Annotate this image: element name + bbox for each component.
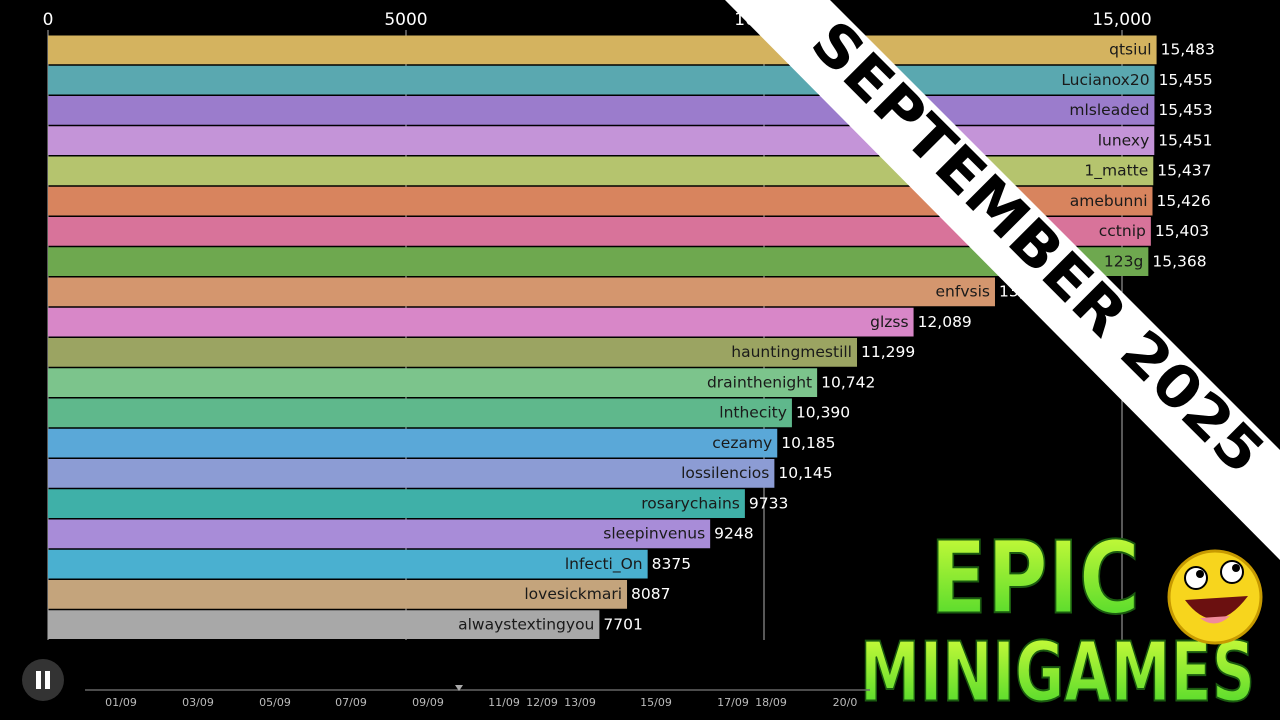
- timeline-label: 17/09: [717, 696, 749, 709]
- pause-icon: [45, 671, 50, 689]
- bar: [48, 96, 1155, 125]
- logo-line1: EPIC: [930, 519, 1140, 636]
- bar: [48, 610, 600, 639]
- bar-category-label: qtsiul: [1109, 41, 1151, 59]
- bar-value-label: 15,451: [1158, 131, 1212, 149]
- x-tick-label: 5000: [384, 10, 427, 30]
- bar: [48, 489, 745, 518]
- bar: [48, 459, 775, 488]
- bar-value-label: 15,426: [1157, 192, 1211, 210]
- bar-category-label: lunexy: [1098, 131, 1150, 149]
- bar-value-label: 10,742: [821, 373, 875, 391]
- bar-category-label: cctnip: [1099, 222, 1146, 240]
- bar-value-label: 15,437: [1157, 162, 1211, 180]
- bar-value-label: 11,299: [861, 343, 915, 361]
- timeline-label: 18/09: [755, 696, 787, 709]
- timeline-label: 07/09: [335, 696, 367, 709]
- timeline-label: 03/09: [182, 696, 214, 709]
- bar-value-label: 15,368: [1152, 252, 1206, 270]
- bar-category-label: enfvsis: [936, 283, 990, 301]
- timeline-label: 20/0: [833, 696, 858, 709]
- bar: [48, 549, 648, 579]
- banner-band: [725, 0, 1280, 560]
- bar-value-label: 9248: [714, 525, 753, 543]
- timeline-label: 15/09: [640, 696, 672, 709]
- bar-value-label: 8375: [652, 555, 691, 573]
- bar-value-label: 15,453: [1158, 101, 1212, 119]
- timeline-label: 01/09: [105, 696, 137, 709]
- x-tick-label: 15,000: [1092, 10, 1151, 30]
- bar-value-label: 15,483: [1161, 41, 1215, 59]
- bar-category-label: amebunni: [1070, 192, 1148, 210]
- timeline-label: 11/09: [488, 696, 520, 709]
- logo-line2: MINIGAMES: [860, 625, 1255, 720]
- bar-value-label: 10,185: [781, 434, 835, 452]
- bar-category-label: cezamy: [712, 434, 772, 452]
- timeline-label: 05/09: [259, 696, 291, 709]
- timeline-label: 09/09: [412, 696, 444, 709]
- bar: [48, 428, 778, 458]
- bar-category-label: hauntingmestill: [731, 343, 852, 361]
- bar-category-label: lnthecity: [719, 404, 787, 422]
- bar-category-label: sleepinvenus: [603, 525, 705, 543]
- bar: [48, 398, 792, 428]
- bar-category-label: rosarychains: [641, 494, 740, 512]
- bar-category-label: glzss: [870, 313, 908, 331]
- bar: [48, 368, 818, 397]
- pause-icon: [36, 671, 41, 689]
- bar-category-label: Lucianox20: [1061, 71, 1149, 89]
- bar-category-label: 1_matte: [1084, 162, 1148, 181]
- bar: [48, 519, 711, 549]
- bar: [48, 35, 1157, 65]
- bar: [48, 307, 914, 337]
- bar-category-label: alwaystextingyou: [458, 615, 594, 633]
- bar-value-label: 12,089: [918, 313, 972, 331]
- bar-category-label: lnfecti_On: [565, 555, 643, 574]
- bar-value-label: 10,390: [796, 404, 850, 422]
- bar: [48, 247, 1149, 276]
- bar: [48, 580, 628, 609]
- bar-value-label: 9733: [749, 494, 788, 512]
- bar-value-label: 15,455: [1159, 71, 1213, 89]
- pause-button[interactable]: [22, 659, 64, 701]
- x-tick-label: 0: [43, 10, 54, 30]
- bar-value-label: 15,403: [1155, 222, 1209, 240]
- timeline-marker[interactable]: [455, 685, 463, 691]
- bar-category-label: mlsleaded: [1069, 101, 1149, 119]
- bar-category-label: lovesickmari: [524, 585, 622, 603]
- bar-category-label: 123g: [1104, 252, 1143, 270]
- bar-value-label: 10,145: [778, 464, 832, 482]
- bar: [48, 277, 995, 307]
- bar-value-label: 8087: [631, 585, 670, 603]
- bar-value-label: 7701: [603, 615, 642, 633]
- timeline-label: 13/09: [564, 696, 596, 709]
- bar-category-label: lossilencios: [681, 464, 769, 482]
- smiley: [1167, 549, 1263, 645]
- bar: [48, 65, 1155, 95]
- bar-category-label: drainthenight: [707, 373, 812, 391]
- bar: [48, 338, 858, 367]
- timeline-label: 12/09: [526, 696, 558, 709]
